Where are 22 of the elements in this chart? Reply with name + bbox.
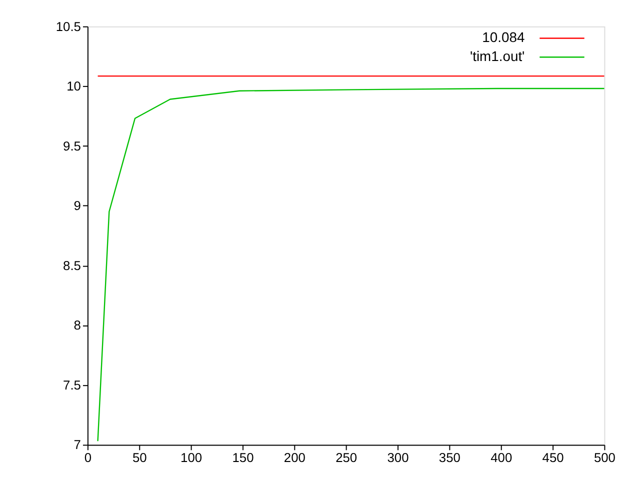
legend-label: 'tim1.out' bbox=[470, 48, 525, 64]
x-tick-label: 0 bbox=[84, 450, 92, 466]
y-tick-label: 7 bbox=[74, 437, 81, 452]
x-tick-label: 400 bbox=[490, 450, 512, 466]
x-tick-label: 500 bbox=[594, 450, 616, 466]
x-tick-label: 200 bbox=[284, 450, 306, 466]
y-tick-label: 9.5 bbox=[63, 138, 81, 154]
x-tick-label: 100 bbox=[180, 450, 202, 466]
x-tick-label: 250 bbox=[336, 450, 358, 466]
x-tick-label: 150 bbox=[232, 450, 254, 466]
legend-label: 10.084 bbox=[482, 29, 525, 46]
x-tick-label: 300 bbox=[387, 450, 409, 466]
y-tick-label: 9 bbox=[74, 198, 81, 214]
y-tick-label: 8 bbox=[74, 318, 81, 333]
y-tick-label: 8.5 bbox=[63, 258, 81, 273]
x-tick-label: 350 bbox=[438, 450, 460, 466]
line-series bbox=[97, 88, 605, 442]
y-tick-label: 10 bbox=[66, 78, 81, 94]
x-tick-label: 450 bbox=[542, 450, 564, 466]
x-tick-label: 50 bbox=[132, 450, 147, 466]
y-tick-label: 10.5 bbox=[56, 18, 81, 34]
y-tick-label: 7.5 bbox=[63, 377, 81, 392]
